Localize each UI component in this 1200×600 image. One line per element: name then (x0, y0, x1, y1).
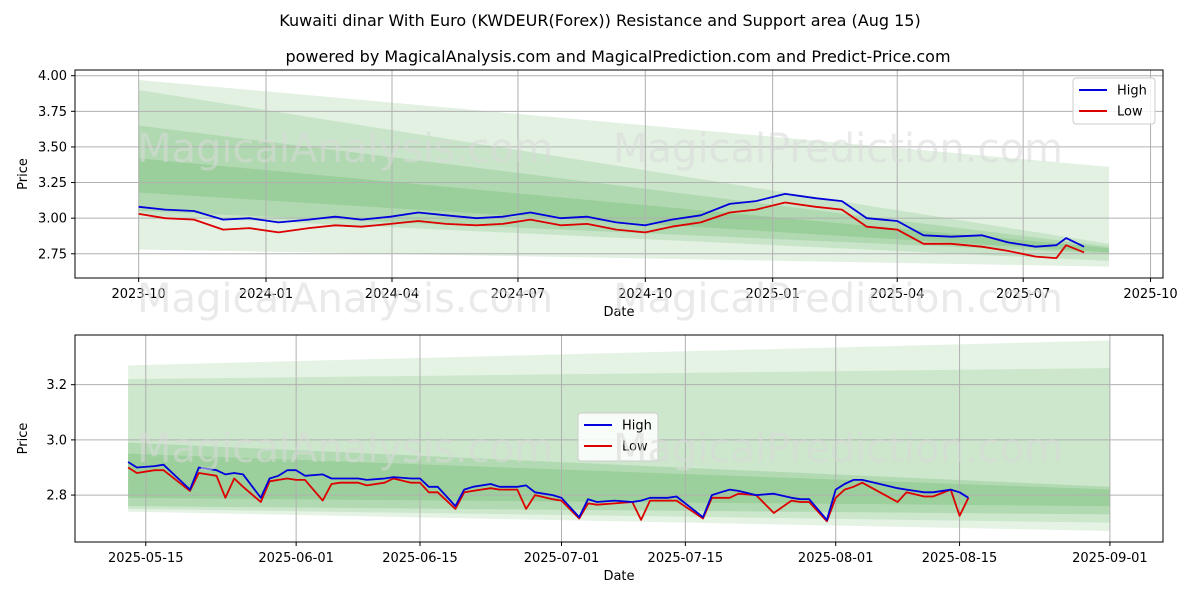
y-tick-label: 3.50 (38, 140, 67, 155)
chart-subtitle: powered by MagicalAnalysis.com and Magic… (285, 47, 950, 66)
legend-label-low: Low (1117, 105, 1143, 120)
x-tick-label: 2023-10 (112, 287, 166, 302)
x-tick-label: 2024-10 (618, 287, 672, 302)
x-tick-label: 2024-07 (491, 287, 545, 302)
bottom-chart-panel: 2025-05-15 2025-06-01 2025-06-15 2025-07-01… (16, 334, 1164, 584)
legend: High Low (1072, 77, 1156, 125)
watermarks: MagicalAnalysis.com MagicalPrediction.co… (137, 126, 1063, 472)
x-tick-label: 2025-06-01 (258, 551, 334, 566)
x-tick-label: 2024-04 (365, 287, 419, 302)
x-tick-label: 2025-07 (996, 287, 1050, 302)
x-tick-label: 2024-01 (239, 287, 293, 302)
y-tick-label: 4.00 (38, 69, 67, 84)
band-2 (128, 442, 1110, 515)
x-tick-label: 2025-08-01 (798, 551, 874, 566)
legend-label-high: High (1117, 84, 1147, 99)
series-line-high (127, 461, 969, 521)
x-tick-label: 2025-09-01 (1072, 551, 1148, 566)
x-axis-label: Date (603, 569, 634, 584)
grid (75, 70, 1163, 278)
band-3 (128, 453, 1110, 507)
x-axis-label: Date (603, 305, 634, 320)
x-tick-label: 2025-04 (870, 287, 924, 302)
series-line-low (127, 466, 970, 523)
band-0 (138, 79, 1110, 267)
watermark-analysis-middle: MagicalAnalysis.com (137, 276, 553, 322)
grid (75, 335, 1163, 542)
y-tick-label: 2.75 (38, 247, 67, 262)
y-tick-label: 3.75 (38, 105, 67, 120)
legend-label-high: High (622, 419, 652, 434)
y-tick-label: 3.2 (46, 378, 67, 393)
axes-frame (74, 334, 1164, 543)
y-axis-label: Price (16, 158, 31, 190)
top-chart-panel: 2023-10 2024-01 2024-04 2024-07 2024-10 2025-… (16, 69, 1178, 320)
x-tick-label: 2025-10 (1123, 287, 1177, 302)
watermark-prediction-bottom: MagicalPrediction.com (613, 426, 1063, 472)
watermark-prediction-middle: MagicalPrediction.com (613, 276, 1063, 322)
x-tick-label: 2025-08-15 (922, 551, 998, 566)
band-3 (138, 158, 1110, 253)
x-tick-label: 2025-06-15 (382, 551, 458, 566)
series-line-low (138, 201, 1085, 259)
watermark-prediction-top: MagicalPrediction.com (613, 126, 1063, 172)
chart-title: Kuwaiti dinar With Euro (KWDEUR(Forex)) … (279, 11, 920, 30)
watermark-analysis-bottom: MagicalAnalysis.com (137, 426, 553, 472)
x-tick-label: 2025-05-15 (108, 551, 184, 566)
x-tick-label: 2025-07-15 (648, 551, 724, 566)
watermark-analysis-top: MagicalAnalysis.com (137, 126, 553, 172)
y-tick-label: 2.8 (46, 489, 67, 504)
y-tick-label: 3.00 (38, 212, 67, 227)
series (138, 193, 1085, 259)
band-2 (138, 125, 1110, 254)
legend: High Low (577, 412, 659, 462)
y-tick-label: 3.0 (46, 433, 67, 448)
support-resistance-bands (138, 79, 1110, 267)
x-tick-label: 2025-01 (745, 287, 799, 302)
x-tick-label: 2025-07-01 (524, 551, 600, 566)
y-axis-label: Price (16, 423, 31, 455)
axes-frame (74, 69, 1164, 279)
series-line-high (138, 193, 1085, 248)
series (127, 461, 970, 523)
y-tick-label: 3.25 (38, 176, 67, 191)
legend-label-low: Low (622, 440, 648, 455)
